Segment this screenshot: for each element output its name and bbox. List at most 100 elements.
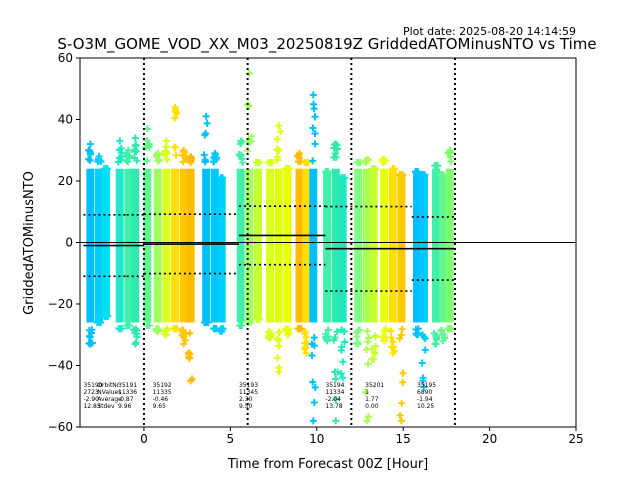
strip-core: [266, 168, 275, 323]
data-point: [339, 174, 347, 182]
data-strip-37: [444, 146, 456, 333]
data-point: [309, 378, 317, 386]
data-point: [155, 156, 163, 164]
data-point: [330, 153, 338, 161]
data-point: [131, 154, 139, 162]
data-point: [114, 158, 122, 166]
data-point: [310, 100, 318, 108]
data-point: [332, 140, 340, 148]
data-point: [143, 157, 151, 165]
data-point: [308, 352, 316, 360]
data-point: [295, 325, 303, 333]
stats-row-label: NValues: [97, 389, 121, 396]
stats-nvalues: 6890: [417, 389, 432, 396]
stats-stdev: 9.50: [239, 403, 253, 410]
data-strip-15: [235, 137, 247, 330]
stats-average: 1.77: [365, 396, 379, 403]
strip-core: [210, 168, 219, 323]
data-point: [311, 129, 319, 137]
data-point: [397, 171, 405, 179]
data-point: [162, 137, 170, 145]
data-point: [361, 388, 369, 396]
data-point: [419, 374, 427, 382]
stats-row-label: Stdev: [97, 403, 115, 410]
data-point: [143, 322, 151, 330]
y-tick-label: −60: [48, 420, 73, 434]
data-point: [275, 146, 283, 154]
data-point: [364, 360, 372, 368]
x-tick-label: 10: [309, 432, 324, 446]
strip-core: [388, 168, 397, 323]
data-point: [399, 378, 407, 386]
chart-title: S-O3M_GOME_VOD_XX_M03_20250819Z GriddedA…: [57, 35, 596, 54]
data-point: [418, 359, 426, 367]
data-point: [179, 158, 187, 166]
data-point: [363, 155, 371, 163]
data-point: [239, 158, 247, 166]
data-point: [86, 156, 94, 164]
strip-core: [338, 177, 347, 323]
data-strip-3: [114, 137, 126, 333]
data-point: [124, 322, 132, 330]
data-point: [380, 155, 388, 163]
data-point: [275, 342, 283, 350]
data-strip-12: [200, 112, 212, 326]
data-point: [311, 140, 319, 148]
data-point: [339, 358, 347, 366]
data-point: [311, 383, 319, 391]
data-strip-25: [330, 140, 342, 425]
stats-stdev: 9.65: [153, 403, 167, 410]
data-point: [133, 326, 141, 334]
strip-core: [309, 168, 318, 323]
data-strip-18: [264, 159, 276, 342]
stats-average: -1.94: [417, 396, 433, 403]
data-point: [275, 328, 283, 336]
data-point: [131, 340, 139, 348]
x-axis-ticks: 0 5 10 15 20 25: [140, 427, 584, 446]
data-point: [116, 325, 124, 333]
data-point: [131, 134, 139, 142]
data-point: [172, 151, 180, 159]
strip-core: [369, 168, 378, 323]
data-point: [340, 328, 348, 336]
stats-lines: [83, 205, 456, 292]
data-point: [282, 326, 290, 334]
stats-average: -2.04: [325, 396, 341, 403]
data-strips: [85, 69, 456, 425]
data-point: [309, 124, 317, 132]
data-point: [420, 383, 428, 391]
data-point: [370, 348, 378, 356]
data-point: [200, 151, 208, 159]
data-point: [310, 399, 318, 407]
stats-average: -0.87: [118, 396, 134, 403]
data-point: [398, 399, 406, 407]
data-point: [102, 312, 110, 320]
data-point: [387, 334, 395, 342]
data-point: [86, 140, 94, 148]
data-strip-27: [352, 159, 364, 348]
data-strip-24: [322, 168, 332, 345]
data-point: [275, 122, 283, 130]
stats-average: 2.30: [239, 396, 253, 403]
data-strip-8: [161, 137, 171, 339]
forecast-boundaries: [142, 58, 457, 427]
data-point: [301, 345, 309, 353]
data-strip-0: [85, 140, 96, 348]
stats-orbit: 35191: [118, 382, 137, 389]
y-tick-label: −40: [48, 359, 73, 373]
data-point: [331, 333, 339, 341]
strip-core: [362, 168, 371, 323]
data-point: [389, 349, 397, 357]
data-strip-6: [142, 125, 153, 330]
data-point: [432, 340, 440, 348]
data-point: [187, 152, 195, 160]
strip-core: [245, 168, 254, 323]
data-point: [419, 331, 427, 339]
data-strip-28: [361, 155, 373, 425]
data-point: [399, 369, 407, 377]
data-point: [254, 159, 262, 167]
stats-orbit: 35201: [365, 382, 384, 389]
data-point: [380, 337, 388, 345]
